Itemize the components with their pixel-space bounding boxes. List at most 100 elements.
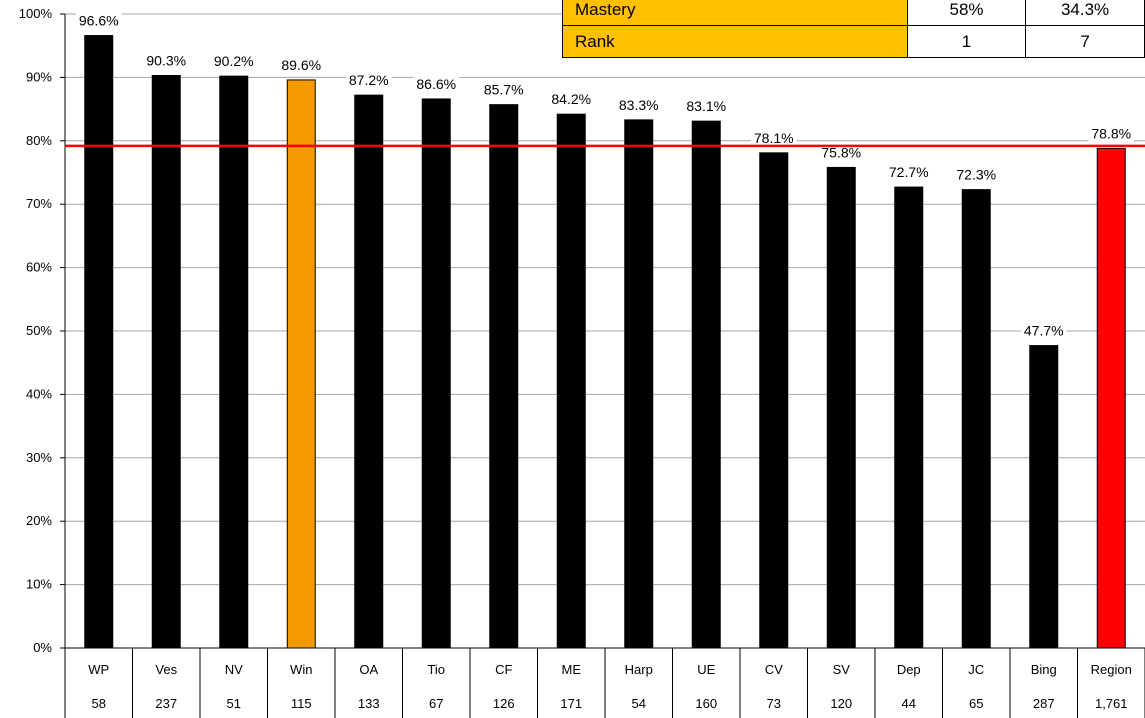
data-label-background [548,91,595,108]
x-count-label: 115 [291,696,312,711]
y-tick-label: 90% [26,69,52,84]
x-tick-label: NV [225,662,243,677]
x-axis: WP 58 Ves 237 NV 51 Win 115 OA 133 Tio 67 CF 126 ME 171… [64,647,1145,718]
x-count-label: 160 [695,696,717,711]
data-label: 47.7% [1024,323,1064,339]
data-label-background [885,164,932,181]
bar [961,189,991,649]
bar [151,74,181,649]
bar [84,35,114,649]
bar [826,166,856,649]
mastery-rank-table: Mastery 58% 34.3% Rank 1 7 [562,0,1145,58]
y-tick-label: 30% [26,450,52,465]
bar [1096,147,1126,649]
bar [489,104,519,649]
bar [286,79,316,649]
y-tick-label: 100% [19,6,53,21]
data-label-background [1088,125,1135,142]
x-count-label: 51 [227,696,241,711]
x-count-label: 1,761 [1095,696,1128,711]
data-label: 83.1% [686,98,726,114]
y-tick-label: 40% [26,386,52,401]
data-label-background [750,129,797,146]
x-tick-label: CF [495,662,512,677]
x-tick-label: WP [88,662,109,677]
data-label: 87.2% [349,72,389,88]
x-count-label: 237 [155,696,177,711]
data-label: 90.3% [146,52,186,68]
x-tick-label: Tio [427,662,445,677]
bar [556,113,586,649]
data-label: 84.2% [551,91,591,107]
data-label-background [278,56,325,73]
bar [759,152,789,649]
data-label: 78.8% [1091,125,1131,141]
bar [894,186,924,649]
x-tick-label: Dep [897,662,921,677]
x-count-label: 54 [632,696,646,711]
bar [624,119,654,649]
data-label: 86.6% [416,76,456,92]
data-label-background [143,52,190,69]
x-count-label: 73 [767,696,781,711]
x-tick-label: UE [697,662,715,677]
x-tick-label: Bing [1031,662,1057,677]
table-row: Mastery 58% 34.3% [562,0,1145,26]
table-row: Rank 1 7 [562,25,1145,58]
data-label-background [75,12,122,29]
y-tick-label: 50% [26,323,52,338]
data-label-background [413,75,460,92]
x-count-label: 67 [429,696,443,711]
x-tick-label: Region [1091,662,1132,677]
y-tick-label: 70% [26,196,52,211]
x-count-label: 171 [560,696,582,711]
y-axis: 0% 10% 20% 30% 40% 50% 60% 70% 80% 90% 100% [19,6,66,655]
data-label-background [953,166,1000,183]
y-tick-label: 60% [26,260,52,275]
x-tick-label: Ves [155,662,177,677]
data-label: 75.8% [821,144,861,160]
table-cell: 58% [906,0,1027,26]
data-label-background [818,144,865,161]
x-tick-label: JC [968,662,984,677]
x-count-label: 126 [493,696,515,711]
y-tick-label: 0% [33,640,52,655]
y-tick-label: 20% [26,513,52,528]
bar [421,98,451,649]
x-tick-label: Win [290,662,312,677]
table-cell: 1 [906,25,1027,58]
data-label-background [480,81,527,98]
data-label-background [345,72,392,89]
data-label-background [683,98,730,115]
x-tick-label: Harp [625,662,653,677]
table-row-label: Mastery [562,0,908,26]
x-tick-label: OA [359,662,378,677]
bar [219,75,249,649]
x-count-label: 58 [92,696,106,711]
table-cell: 7 [1025,25,1145,58]
x-tick-label: CV [765,662,783,677]
bar [354,94,384,649]
bar [1029,345,1059,649]
x-count-label: 120 [830,696,852,711]
data-label: 96.6% [79,13,119,29]
table-cell: 34.3% [1025,0,1145,26]
data-label-background [210,53,257,70]
data-label: 90.2% [214,53,254,69]
bar [691,120,721,649]
data-label-background [1020,322,1067,339]
data-label: 83.3% [619,97,659,113]
x-tick-label: SV [833,662,851,677]
data-label: 89.6% [281,57,321,73]
bars: 96.6% 90.3% 90.2% 89.6% 87.2% 86.6% 85.7% 84.2%… [75,12,1135,649]
data-label-background [615,96,662,113]
x-count-label: 287 [1033,696,1055,711]
y-tick-label: 10% [26,577,52,592]
x-count-label: 44 [902,696,916,711]
data-label: 85.7% [484,82,524,98]
x-count-label: 133 [358,696,380,711]
x-count-label: 65 [969,696,983,711]
x-tick-label: ME [562,662,582,677]
data-label: 78.1% [754,130,794,146]
